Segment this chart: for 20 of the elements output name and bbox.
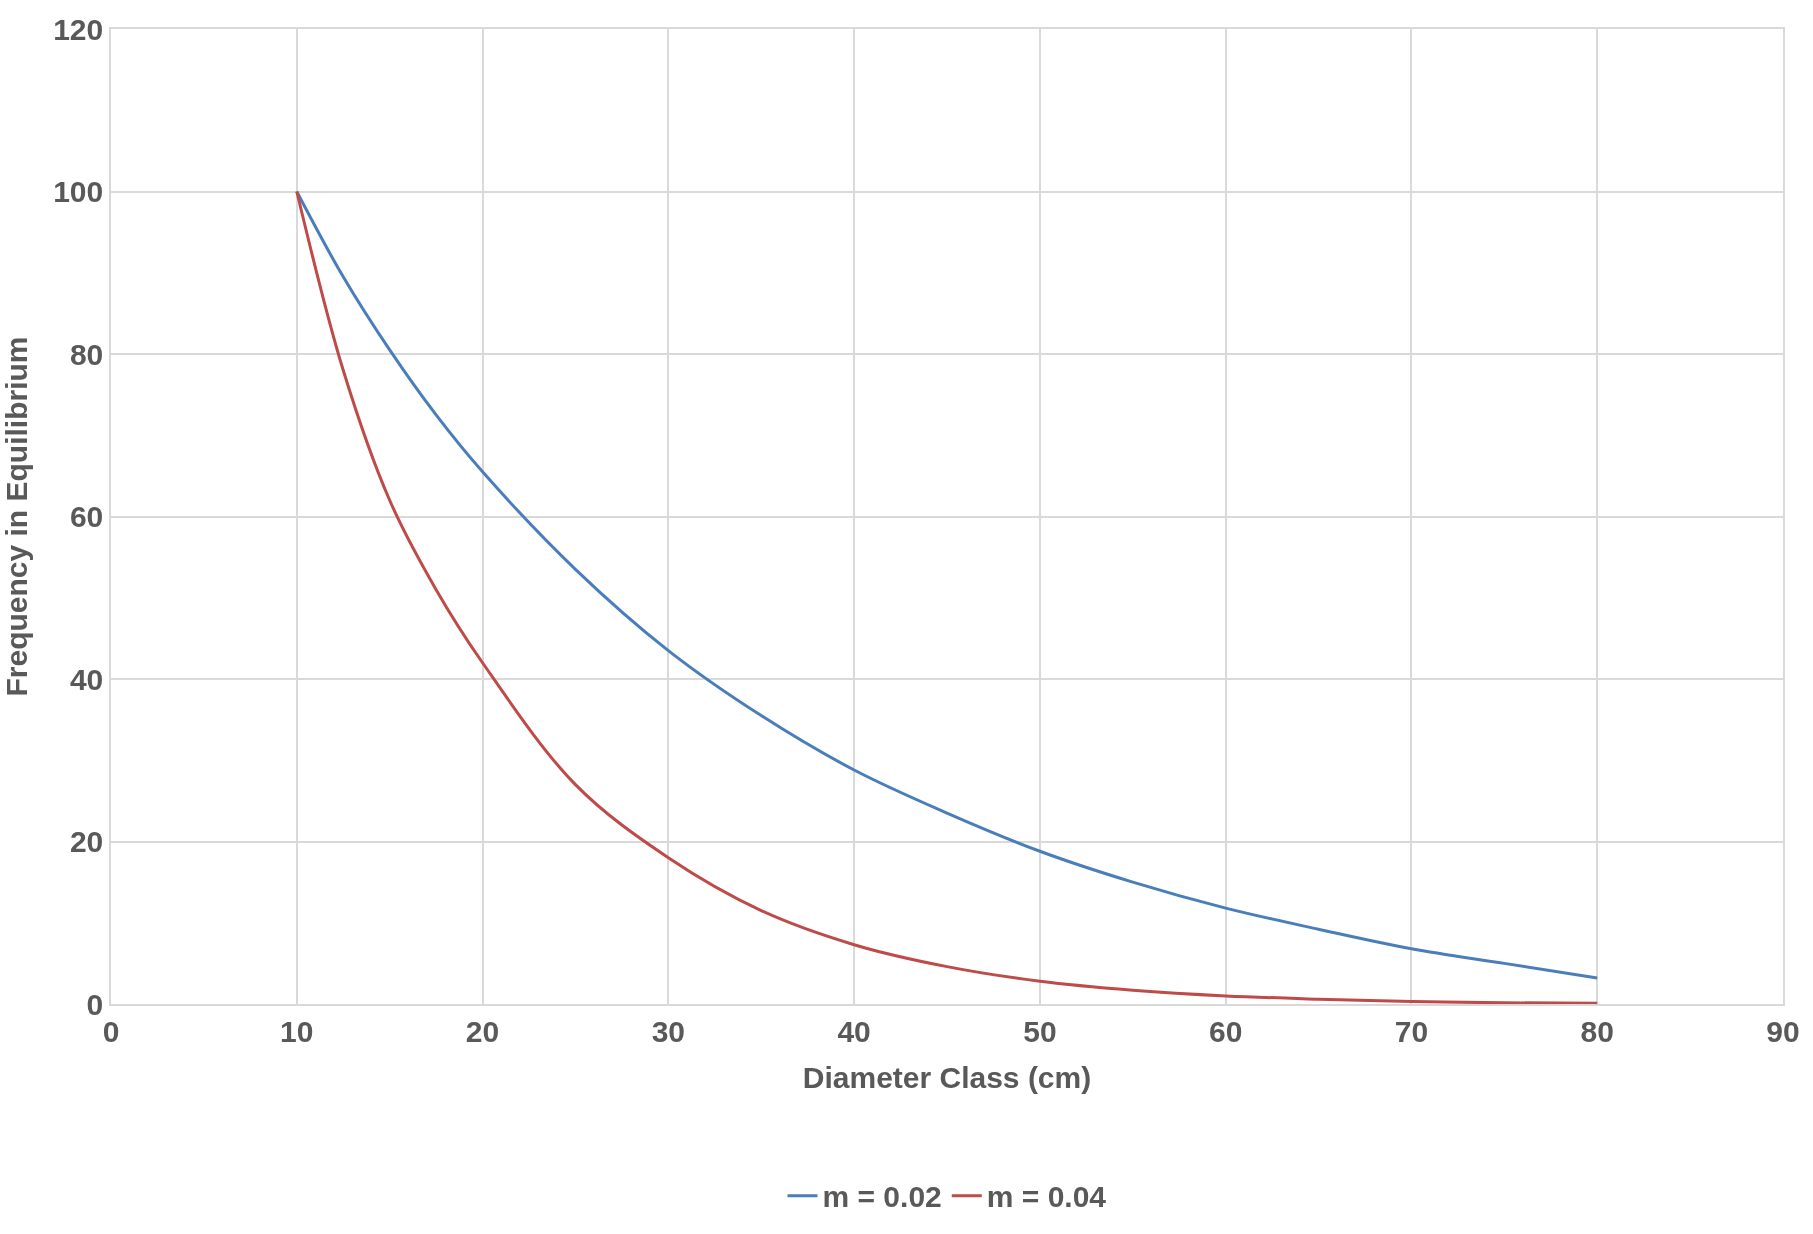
y-tick-label: 20 <box>69 825 104 858</box>
x-axis-title: Diameter Class (cm) <box>802 1060 1092 1094</box>
x-tick-label: 80 <box>1580 1014 1614 1048</box>
y-tick-label: 0 <box>86 987 104 1021</box>
y-tick-label: 100 <box>53 175 104 208</box>
x-tick-label: 50 <box>1023 1014 1057 1048</box>
y-tick-label: 60 <box>69 500 104 533</box>
x-tick-label: 10 <box>280 1014 314 1048</box>
y-tick-label: 40 <box>69 662 104 696</box>
x-tick-label: 70 <box>1394 1014 1429 1048</box>
x-tick-label: 60 <box>1208 1014 1243 1048</box>
y-tick-label: 80 <box>69 337 104 371</box>
y-axis-title: Frequency in Equilibrium <box>0 336 33 697</box>
x-tick-label: 20 <box>465 1014 500 1048</box>
x-tick-label: 30 <box>651 1014 686 1048</box>
y-tick-label: 120 <box>53 12 104 46</box>
legend-label: m = 0.04 <box>986 1180 1107 1214</box>
x-tick-label: 90 <box>1766 1014 1800 1048</box>
x-tick-label: 40 <box>837 1014 871 1048</box>
legend-label: m = 0.02 <box>822 1180 942 1214</box>
